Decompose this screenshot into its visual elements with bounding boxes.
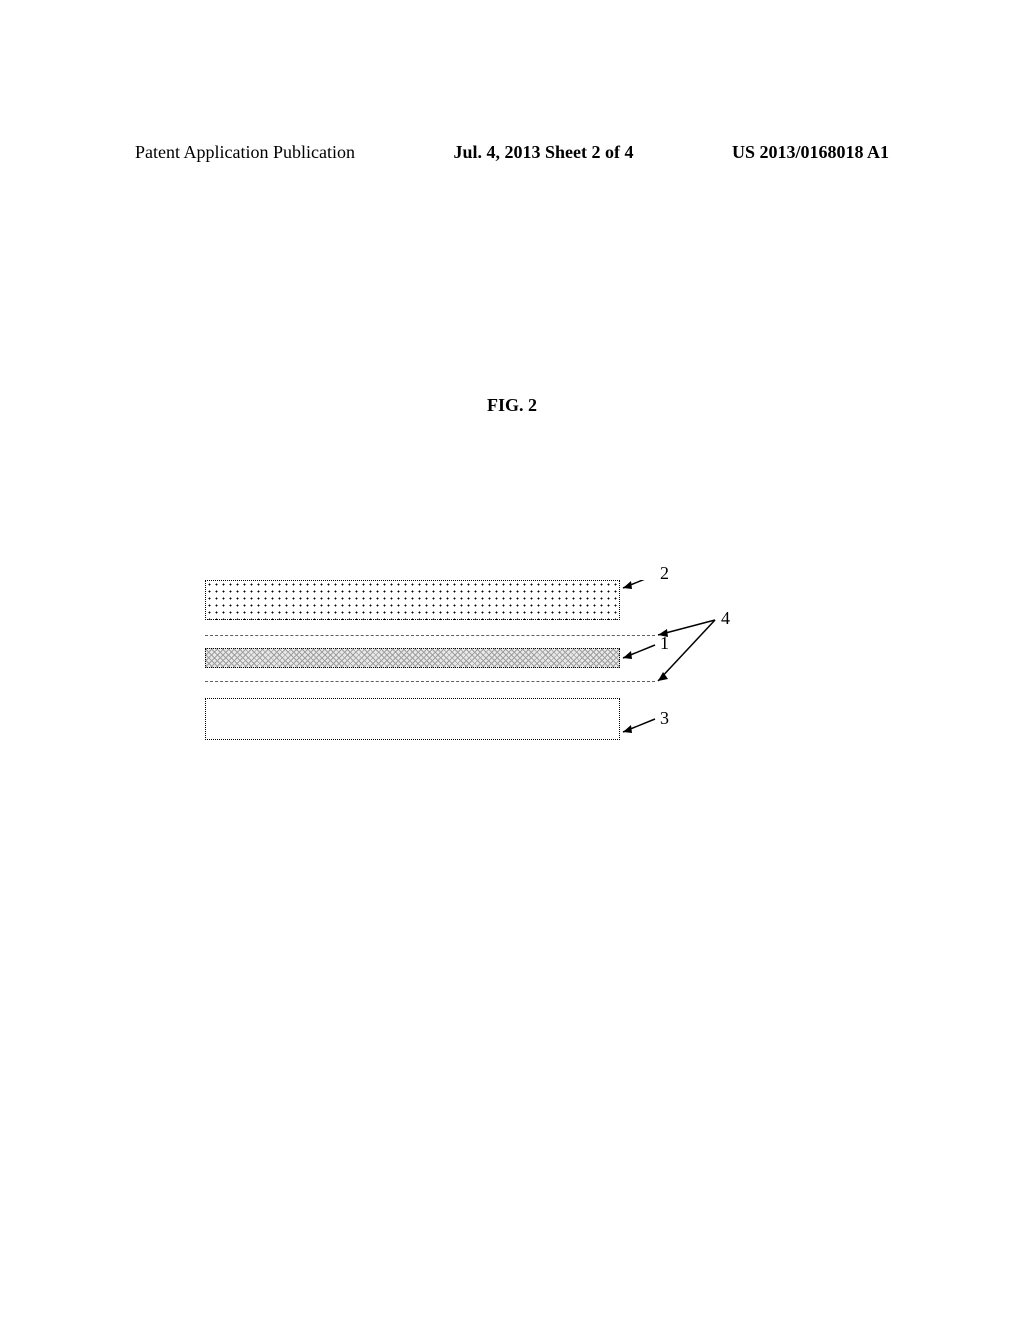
arrowhead-4-lower bbox=[658, 672, 668, 681]
layer-3-blank bbox=[205, 698, 620, 740]
arrowhead-2 bbox=[623, 581, 632, 589]
label-4: 4 bbox=[721, 608, 730, 629]
page-header: Patent Application Publication Jul. 4, 2… bbox=[0, 142, 1024, 163]
label-1: 1 bbox=[660, 633, 669, 654]
header-patent-number: US 2013/0168018 A1 bbox=[732, 142, 889, 163]
leader-line-3 bbox=[623, 719, 655, 732]
arrowhead-3 bbox=[623, 725, 632, 733]
header-date-sheet: Jul. 4, 2013 Sheet 2 of 4 bbox=[453, 142, 633, 163]
layer-2-dotted bbox=[205, 580, 620, 620]
label-3: 3 bbox=[660, 708, 669, 729]
arrowhead-1 bbox=[623, 651, 632, 659]
header-publication: Patent Application Publication bbox=[135, 142, 355, 163]
label-2: 2 bbox=[660, 563, 669, 584]
dashed-boundary-lower bbox=[205, 681, 655, 682]
leader-line-2 bbox=[623, 580, 655, 588]
layer-1-crosshatch bbox=[205, 648, 620, 668]
figure-title: FIG. 2 bbox=[487, 395, 537, 416]
dashed-boundary-upper bbox=[205, 635, 655, 636]
leader-line-1 bbox=[623, 645, 655, 658]
